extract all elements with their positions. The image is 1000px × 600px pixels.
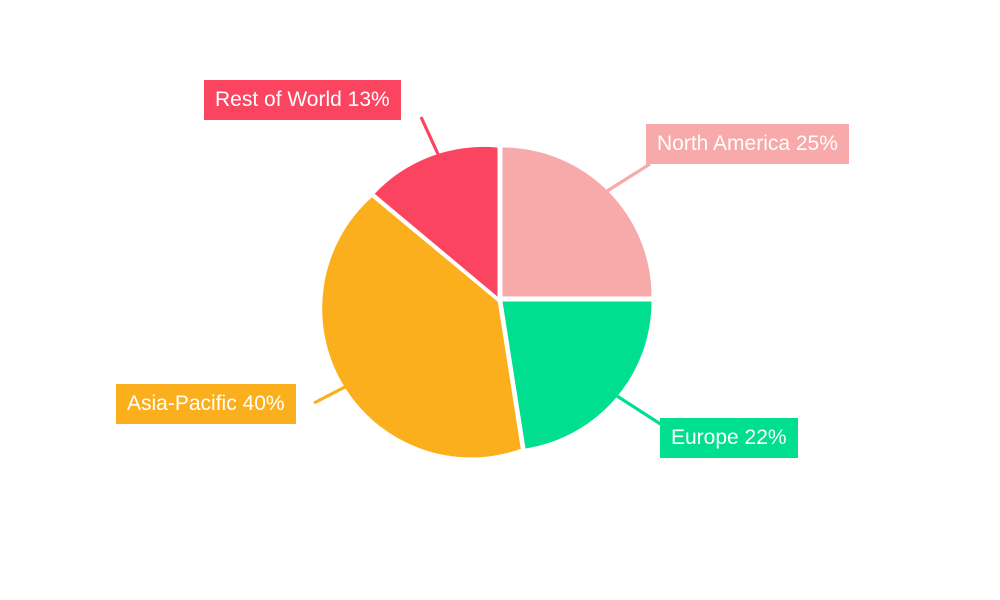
pie-label-asia-pacific: Asia-Pacific 40% xyxy=(116,384,296,424)
leader-line-europe xyxy=(616,394,663,427)
pie-slice-asia-pacific[interactable] xyxy=(322,197,521,458)
pie-label-text: Rest of World 13% xyxy=(215,88,390,111)
pie-label-text: North America 25% xyxy=(657,132,838,155)
pie-label-text: Europe 22% xyxy=(671,426,787,449)
leader-line-north-america xyxy=(603,162,651,195)
pie-slice-north-america[interactable] xyxy=(502,147,652,297)
pie-slices xyxy=(322,146,652,458)
pie-label-north-america: North America 25% xyxy=(646,124,849,164)
pie-label-europe: Europe 22% xyxy=(660,418,798,458)
pie-label-rest-of-world: Rest of World 13% xyxy=(204,80,401,120)
pie-slice-rest-of-world[interactable] xyxy=(374,146,498,297)
pie-label-text: Asia-Pacific 40% xyxy=(127,392,285,415)
pie-slice-europe[interactable] xyxy=(502,301,652,449)
